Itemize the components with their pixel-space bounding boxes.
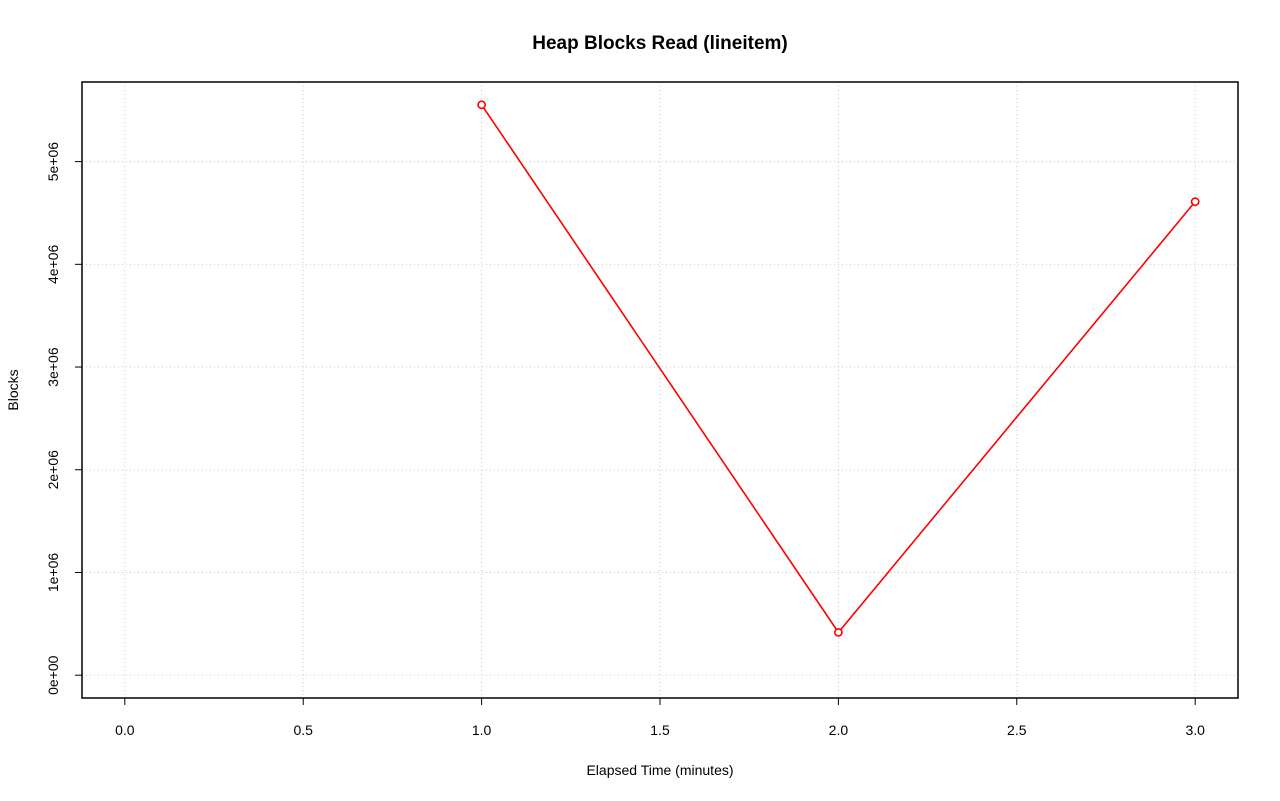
x-axis-label: Elapsed Time (minutes) — [586, 762, 733, 778]
point — [1190, 197, 1200, 207]
chart-title: Heap Blocks Read (lineitem) — [532, 33, 788, 54]
line — [480, 104, 1196, 634]
y-tick-label: 2e+06 — [45, 450, 61, 490]
y-tick-label: 5e+06 — [45, 142, 61, 182]
x-tick-label: 1.0 — [472, 722, 492, 738]
x-tick-label: 2.0 — [829, 722, 849, 738]
y-tick-label: 3e+06 — [45, 347, 61, 387]
x-tick-label: 2.5 — [1007, 722, 1027, 738]
x-tick-label: 1.5 — [650, 722, 670, 738]
point — [833, 627, 843, 637]
x-tick-label: 0.0 — [115, 722, 135, 738]
y-tick-label: 1e+06 — [45, 553, 61, 593]
y-tick-label: 0e+00 — [45, 655, 61, 695]
x-tick-label: 0.5 — [293, 722, 313, 738]
plot-frame — [81, 81, 1239, 699]
y-axis-label: Blocks — [5, 369, 21, 410]
point — [477, 100, 487, 110]
x-tick-label: 3.0 — [1185, 722, 1205, 738]
y-tick-label: 4e+06 — [45, 244, 61, 284]
